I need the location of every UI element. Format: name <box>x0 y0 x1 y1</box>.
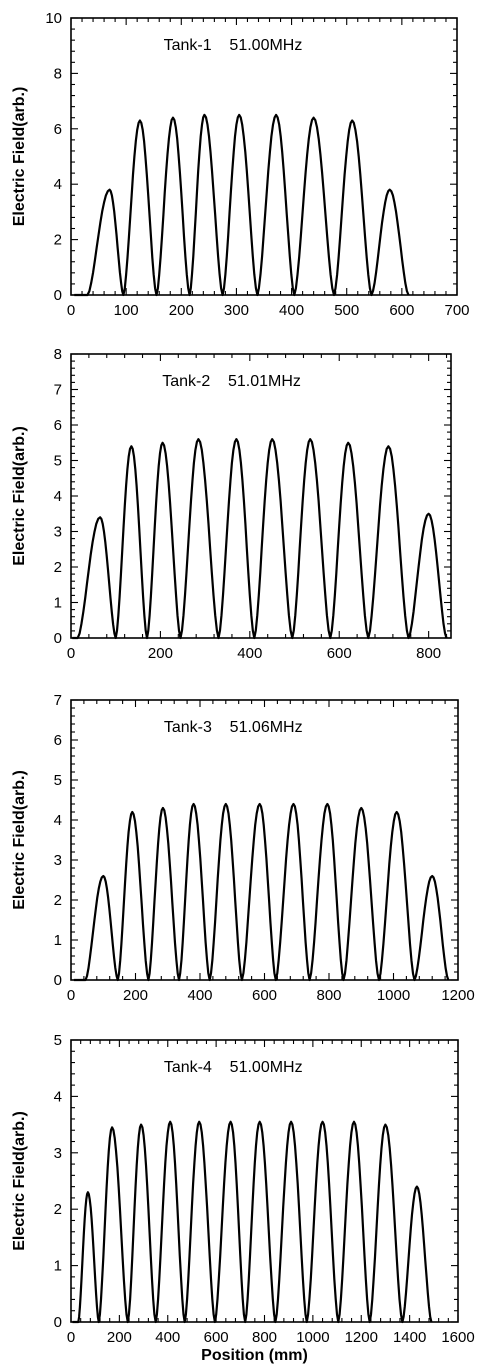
series-line <box>72 1120 433 1324</box>
y-tick-label: 1 <box>54 932 62 949</box>
x-axis-label: Position (mm) <box>201 1347 308 1364</box>
y-tick-label: 2 <box>54 1201 62 1218</box>
y-axis-label: Electric Field(arb.) <box>11 87 28 227</box>
x-tick-label: 200 <box>169 302 194 319</box>
y-tick-label: 0 <box>54 972 62 989</box>
x-tick-label: 700 <box>444 302 469 319</box>
x-tick-label: 500 <box>334 302 359 319</box>
x-tick-label: 0 <box>67 645 75 662</box>
x-tick-label: 300 <box>224 302 249 319</box>
x-tick-label: 800 <box>316 987 341 1004</box>
chart-title: Tank-1 51.00MHz <box>164 37 303 54</box>
chart-panel-tank-3: 0 200 400 600 800 1000 1200 0 1 2 3 4 5 6 7 Tank-3 51.0… <box>11 692 475 1004</box>
y-tick-label: 2 <box>54 232 62 249</box>
x-tick-label: 800 <box>252 1329 277 1346</box>
x-tick-label: 1000 <box>377 987 410 1004</box>
y-tick-label: 6 <box>54 732 62 749</box>
x-tick-label: 800 <box>416 645 441 662</box>
chart-panel-tank-4: 0 200 400 600 800 1000 1200 1400 1600 0 1 2 3 4 5 Tank-… <box>11 1032 475 1364</box>
y-tick-label: 4 <box>54 1088 62 1105</box>
y-tick-label: 8 <box>54 346 62 363</box>
y-tick-label: 3 <box>54 524 62 541</box>
x-tick-label: 400 <box>187 987 212 1004</box>
y-tick-label: 0 <box>54 287 62 304</box>
x-tick-label: 100 <box>114 302 139 319</box>
y-tick-label: 1 <box>54 595 62 612</box>
y-tick-label: 5 <box>54 1032 62 1049</box>
x-tick-label: 600 <box>327 645 352 662</box>
y-tick-label: 0 <box>54 1314 62 1331</box>
x-tick-label: 1000 <box>296 1329 329 1346</box>
y-tick-label: 10 <box>45 10 62 27</box>
series-line <box>72 438 448 640</box>
y-tick-label: 6 <box>54 417 62 434</box>
x-tick-label: 1400 <box>393 1329 426 1346</box>
x-tick-label: 200 <box>123 987 148 1004</box>
y-axis-label: Electric Field(arb.) <box>11 426 28 566</box>
x-tick-label: 600 <box>252 987 277 1004</box>
x-tick-label: 200 <box>148 645 173 662</box>
y-tick-label: 4 <box>54 488 62 505</box>
y-axis-label: Electric Field(arb.) <box>11 1111 28 1251</box>
x-tick-label: 0 <box>67 987 75 1004</box>
y-tick-label: 5 <box>54 772 62 789</box>
y-tick-label: 6 <box>54 121 62 138</box>
y-tick-label: 4 <box>54 812 62 829</box>
y-tick-label: 4 <box>54 176 62 193</box>
y-tick-label: 2 <box>54 892 62 909</box>
y-tick-label: 0 <box>54 630 62 647</box>
y-tick-label: 2 <box>54 559 62 576</box>
y-tick-label: 1 <box>54 1258 62 1275</box>
y-tick-label: 3 <box>54 852 62 869</box>
x-tick-label: 1200 <box>441 987 474 1004</box>
x-tick-label: 400 <box>237 645 262 662</box>
chart-title: Tank-2 51.01MHz <box>162 373 301 390</box>
y-tick-label: 7 <box>54 692 62 709</box>
chart-panel-tank-1: 0 100 200 300 400 500 600 700 0 2 4 6 8 10 Tank-1 51.0… <box>11 10 470 319</box>
x-tick-label: 200 <box>107 1329 132 1346</box>
series-line <box>74 113 410 297</box>
y-tick-label: 5 <box>54 453 62 470</box>
x-tick-label: 0 <box>67 302 75 319</box>
chart-title: Tank-3 51.06MHz <box>164 719 303 736</box>
x-tick-label: 400 <box>279 302 304 319</box>
x-tick-label: 400 <box>155 1329 180 1346</box>
series-line <box>73 802 450 982</box>
y-tick-label: 3 <box>54 1145 62 1162</box>
plot-frame <box>70 353 452 639</box>
x-tick-label: 1600 <box>441 1329 474 1346</box>
y-tick-label: 7 <box>54 382 62 399</box>
y-tick-label: 8 <box>54 65 62 82</box>
y-axis-label: Electric Field(arb.) <box>11 770 28 910</box>
chart-panel-tank-2: 0 200 400 600 800 0 1 2 3 4 5 6 7 8 Tank-2 51.01MHz Ele… <box>11 346 452 662</box>
chart-title: Tank-4 51.00MHz <box>164 1059 303 1076</box>
x-tick-label: 0 <box>67 1329 75 1346</box>
x-tick-label: 1200 <box>345 1329 378 1346</box>
x-tick-label: 600 <box>389 302 414 319</box>
plot-frame <box>70 17 458 296</box>
plot-frame <box>70 1039 459 1323</box>
x-tick-label: 600 <box>204 1329 229 1346</box>
